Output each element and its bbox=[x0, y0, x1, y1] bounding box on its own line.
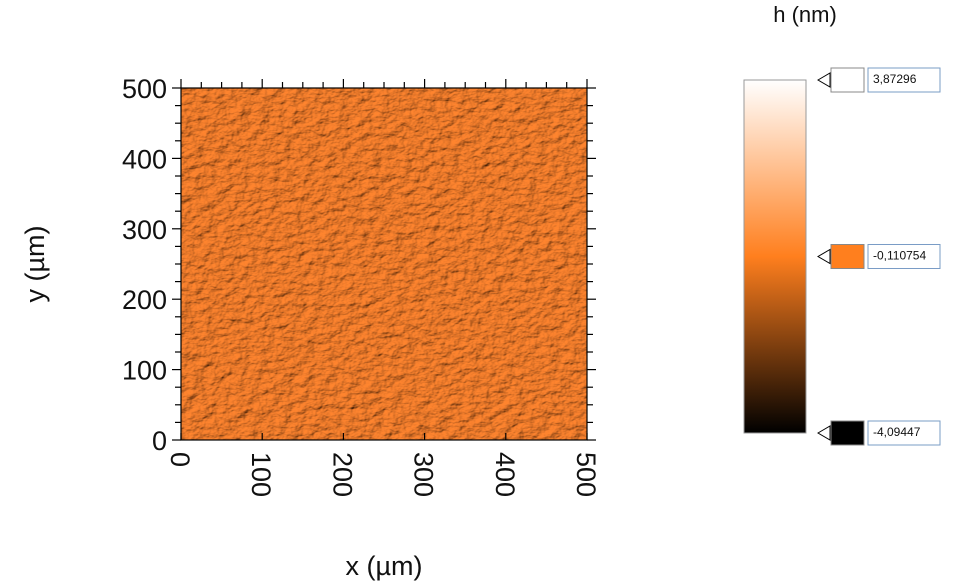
x-label: x (µm) bbox=[345, 551, 422, 581]
y-tick-label: 300 bbox=[122, 215, 167, 245]
x-tick-label: 300 bbox=[409, 452, 439, 497]
value-box bbox=[867, 67, 941, 93]
colorbar-title: h (nm) bbox=[773, 2, 837, 27]
height-map bbox=[181, 88, 587, 440]
colorbar-marker bbox=[817, 425, 831, 441]
colorbar-swatch bbox=[830, 243, 865, 269]
colorbar-marker bbox=[817, 248, 831, 265]
y-tick-label: 0 bbox=[152, 426, 167, 456]
value-box bbox=[867, 243, 941, 269]
y-label: y (µm) bbox=[20, 225, 50, 302]
x-tick-label: 400 bbox=[490, 452, 520, 497]
colorbar-label: -4,09447 bbox=[873, 425, 921, 439]
y-tick-label: 200 bbox=[122, 285, 167, 315]
colorbar-label: -0,110754 bbox=[873, 249, 926, 263]
x-tick-label: 500 bbox=[571, 452, 601, 497]
colorbar-swatch bbox=[830, 420, 865, 446]
colorbar-swatch bbox=[830, 67, 865, 93]
y-tick-label: 400 bbox=[122, 144, 167, 174]
colorbar-marker bbox=[817, 72, 831, 88]
colorbar-label: 3,87296 bbox=[873, 72, 917, 86]
x-tick-label: 100 bbox=[246, 452, 276, 497]
colorbar bbox=[743, 79, 807, 434]
x-tick-label: 0 bbox=[165, 452, 195, 467]
x-tick-label: 200 bbox=[327, 452, 357, 497]
value-box bbox=[867, 420, 941, 446]
y-tick-label: 500 bbox=[122, 74, 167, 104]
y-tick-label: 100 bbox=[122, 356, 167, 386]
